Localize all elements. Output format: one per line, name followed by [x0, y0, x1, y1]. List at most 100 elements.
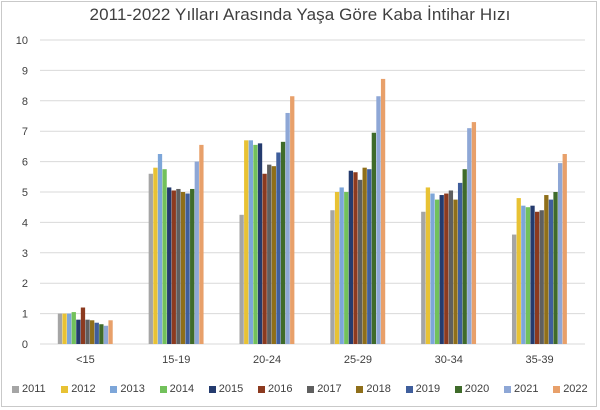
bar [530, 205, 535, 344]
bar [471, 122, 477, 344]
bar [57, 313, 63, 344]
legend-item: 2015 [208, 380, 244, 398]
bar [421, 211, 426, 344]
bar [362, 167, 367, 344]
legend-swatch [110, 385, 118, 393]
legend-label: 2015 [218, 383, 244, 395]
bar [148, 173, 153, 344]
bar [521, 205, 526, 344]
legend-label: 2018 [366, 383, 391, 395]
x-tick-label: 30-34 [435, 354, 463, 366]
legend-swatch [258, 385, 265, 393]
bar [99, 324, 104, 344]
bar [467, 128, 472, 344]
x-tick-label: 15-19 [162, 354, 190, 366]
bar [557, 163, 563, 344]
chart-legend: 2011 2012 2013 2014 2015 2016 2017 2018 2019 2020… [12, 380, 600, 398]
legend-swatch [12, 385, 19, 393]
bar [380, 78, 386, 345]
bar [548, 199, 554, 344]
bar [525, 207, 531, 344]
bar [185, 193, 190, 344]
bar [544, 195, 549, 344]
bar [280, 141, 286, 344]
bar [194, 161, 199, 344]
legend-swatch [61, 385, 69, 393]
bar [344, 192, 349, 344]
bar [180, 192, 186, 344]
legend-swatch [504, 385, 511, 393]
legend-item: 2019 [405, 380, 441, 398]
bar [162, 169, 167, 344]
bar [516, 198, 521, 344]
y-tick-label: 4 [22, 217, 28, 229]
bar [67, 313, 72, 344]
bar [439, 195, 444, 344]
bar [553, 192, 558, 344]
legend-swatch [405, 385, 413, 393]
y-tick-label: 10 [16, 35, 28, 47]
legend-label: 2016 [268, 383, 293, 395]
bar [167, 187, 172, 344]
legend-label: 2022 [563, 383, 588, 395]
legend-swatch [454, 385, 462, 393]
y-tick-label: 3 [22, 248, 28, 260]
bar [267, 164, 272, 344]
bar [276, 152, 281, 344]
x-tick-label: 35-39 [526, 354, 554, 366]
bar [262, 173, 267, 344]
bar [171, 190, 176, 344]
y-tick-label: 5 [22, 187, 28, 199]
legend-swatch [208, 385, 216, 393]
legend-label: 2011 [22, 383, 46, 395]
bar [108, 320, 113, 344]
bar [539, 210, 544, 344]
legend-swatch [356, 385, 364, 393]
x-tick-label: 20-24 [253, 354, 281, 366]
legend-label: 2012 [71, 383, 96, 395]
bar [330, 210, 335, 344]
bar [357, 179, 363, 344]
y-tick-label: 2 [22, 278, 28, 290]
bar [290, 96, 295, 345]
bar [94, 322, 99, 344]
bar [239, 214, 244, 344]
bar [157, 154, 163, 344]
legend-label: 2019 [415, 383, 441, 395]
bar [534, 211, 540, 344]
bar [462, 169, 467, 344]
bar [90, 320, 95, 344]
y-tick-label: 1 [22, 309, 28, 321]
legend-item: 2013 [110, 380, 145, 398]
bar [430, 193, 435, 344]
bar [457, 182, 463, 344]
y-tick-label: 7 [22, 126, 28, 138]
legend-item: 2014 [159, 380, 195, 398]
bar [153, 167, 158, 344]
x-tick-label: 25-29 [344, 354, 372, 366]
y-tick-label: 8 [22, 96, 28, 108]
bar [62, 313, 67, 344]
legend-item: 2018 [356, 380, 391, 398]
bar [453, 199, 458, 344]
legend-item: 2022 [553, 380, 588, 398]
legend-label: 2014 [169, 383, 195, 395]
bar [253, 144, 258, 344]
x-tick-label: <15 [76, 354, 95, 366]
bar [199, 144, 204, 344]
legend-label: 2021 [514, 383, 539, 395]
legend-item: 2020 [454, 380, 490, 398]
chart-title: 2011-2022 Yılları Arasında Yaşa Göre Kab… [89, 5, 511, 24]
legend-label: 2013 [120, 383, 145, 395]
y-tick-label: 0 [22, 339, 28, 351]
legend-item: 2012 [61, 380, 96, 398]
bar [190, 188, 195, 344]
bar [71, 312, 76, 344]
legend-label: 2020 [464, 383, 490, 395]
y-tick-label: 6 [22, 157, 28, 169]
bar [176, 188, 181, 344]
bar [425, 187, 431, 344]
legend-item: 2011 [12, 380, 46, 398]
legend-label: 2017 [317, 383, 342, 395]
